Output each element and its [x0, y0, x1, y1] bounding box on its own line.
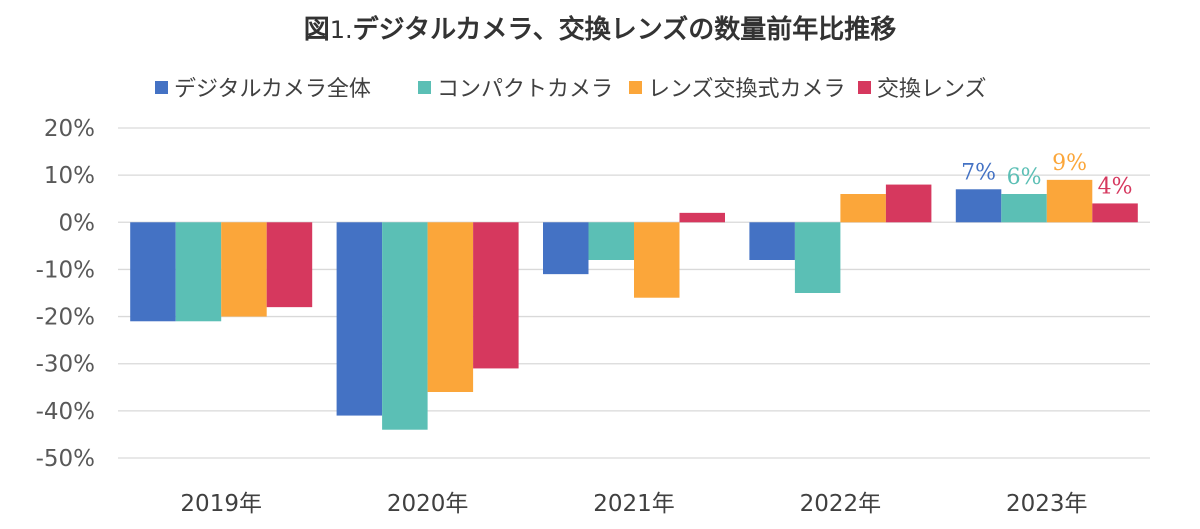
x-category-label: 2022年 [800, 491, 882, 517]
bar [427, 222, 474, 392]
bar [221, 222, 267, 317]
data-label: 7% [961, 160, 996, 185]
data-label: 6% [1007, 165, 1042, 190]
bar [634, 222, 680, 298]
bar [473, 222, 519, 369]
x-category-label: 2021年 [593, 491, 675, 517]
legend-label: レンズ交換式カメラ [648, 77, 846, 102]
bar [543, 222, 589, 275]
legend-label: 交換レンズ [877, 77, 987, 102]
y-tick-label: -50% [36, 446, 95, 472]
legend-label: デジタルカメラ全体 [174, 77, 371, 102]
bar [885, 184, 932, 223]
data-label: 9% [1052, 151, 1087, 176]
y-tick-label: 0% [59, 210, 96, 236]
legend: デジタルカメラ全体 コンパクトカメラ レンズ交換式カメラ 交換レンズ [155, 77, 987, 102]
y-axis-ticks: 20% 10% 0% -10% -20% -30% -40% -50% [36, 116, 95, 472]
legend-swatch [155, 81, 168, 94]
legend-item: レンズ交換式カメラ [629, 77, 846, 102]
bar [266, 222, 313, 308]
bar [1001, 194, 1047, 223]
title-text: デジタルカメラ、交換レンズの数量前年比推移 [353, 14, 897, 45]
bar [130, 222, 176, 322]
y-tick-label: -40% [36, 399, 95, 425]
legend-swatch [418, 81, 431, 94]
y-tick-label: -20% [36, 305, 95, 331]
bar [1046, 179, 1093, 223]
bar [175, 222, 222, 322]
x-category-label: 2019年 [180, 491, 262, 517]
legend-swatch [629, 81, 642, 94]
svg-text:図1.デジタルカメラ、交換レンズの数量前年比推移: 図1.デジタルカメラ、交換レンズの数量前年比推移 [304, 14, 897, 45]
y-tick-label: 10% [44, 163, 95, 189]
y-tick-label: -10% [36, 257, 95, 283]
legend-item: 交換レンズ [858, 77, 987, 102]
x-category-label: 2023年 [1006, 491, 1088, 517]
data-label: 4% [1098, 174, 1133, 199]
title-prefix: 図 [304, 15, 330, 45]
bar [840, 194, 886, 223]
bar [794, 222, 841, 293]
bar [749, 222, 795, 260]
legend-item: デジタルカメラ全体 [155, 77, 371, 102]
bar [588, 222, 634, 260]
chart-title: 図1.デジタルカメラ、交換レンズの数量前年比推移 [304, 14, 897, 45]
legend-item: コンパクトカメラ [418, 77, 613, 102]
title-number: 1. [330, 16, 353, 44]
x-axis-categories: 2019年 2020年 2021年 2022年 2023年 [180, 491, 1087, 517]
legend-swatch [858, 81, 871, 94]
bars [130, 179, 1138, 430]
y-tick-label: -30% [36, 352, 95, 378]
bar [955, 189, 1002, 223]
x-category-label: 2020年 [387, 491, 469, 517]
bar [1092, 203, 1138, 223]
bar [679, 212, 725, 223]
data-labels: 7% 6% 9% 4% [961, 151, 1132, 200]
y-tick-label: 20% [44, 116, 95, 142]
legend-label: コンパクトカメラ [437, 77, 613, 102]
bar [336, 222, 383, 416]
bar [382, 222, 428, 430]
